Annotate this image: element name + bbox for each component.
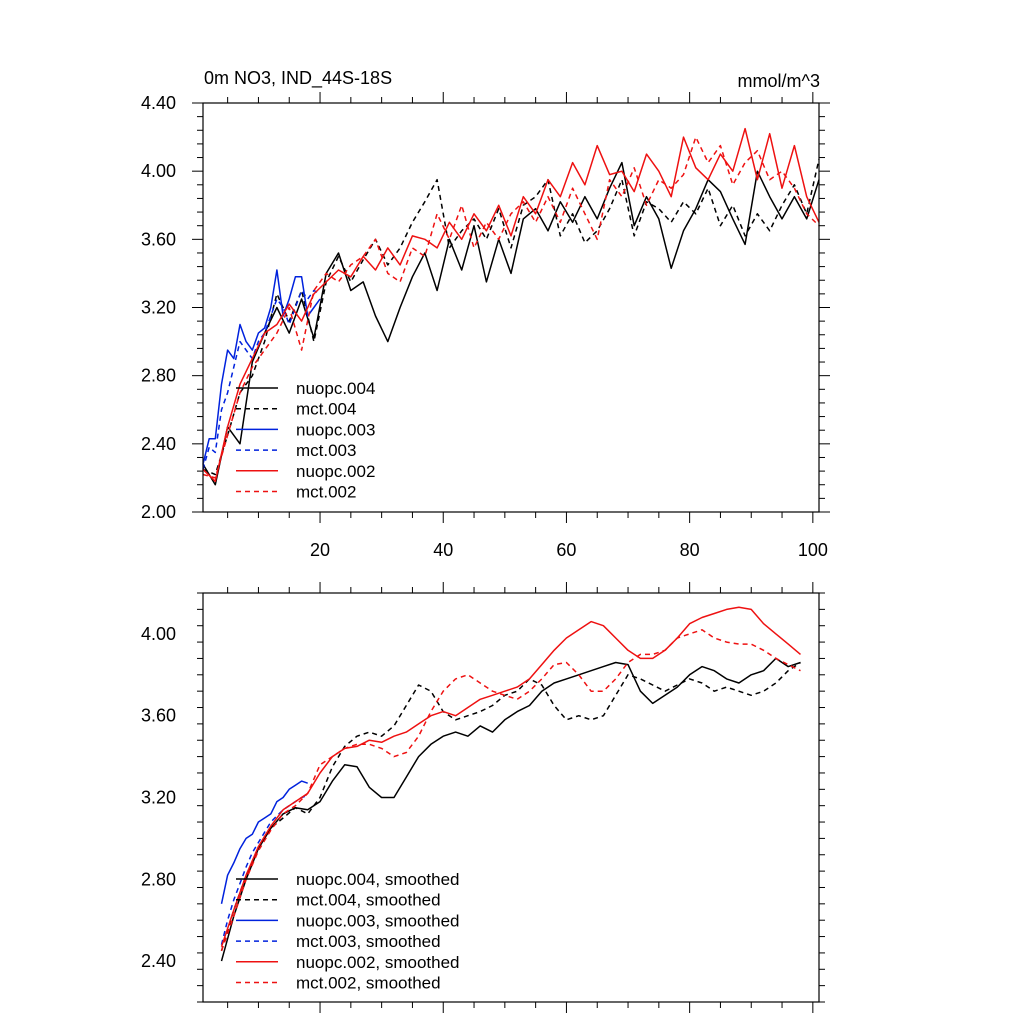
x-tick-label: 60	[556, 540, 576, 560]
series-line-mct-002-smoothed	[220, 629, 801, 952]
y-tick-label: 2.80	[141, 366, 176, 386]
top-panel: 0m NO3, IND_44S-18S mmol/m^3 2.00 2.40 2.8…	[141, 68, 830, 560]
legend-label: mct.002, smoothed	[296, 974, 441, 993]
series-line-mct-002	[202, 136, 820, 479]
top-plot-frame	[202, 102, 820, 513]
legend-label: nuopc.002, smoothed	[296, 953, 460, 972]
y-tick-label: 2.40	[141, 434, 176, 454]
units-label: mmol/m^3	[738, 71, 820, 91]
legend-label: mct.004	[296, 400, 356, 419]
legend-label: mct.002	[296, 483, 356, 502]
panel-title: 0m NO3, IND_44S-18S	[204, 68, 392, 89]
y-tick-label: 2.40	[141, 951, 176, 971]
y-tick-label: 2.80	[141, 869, 176, 889]
series-line-nuopc-003	[202, 269, 321, 465]
top-x-tick-labels: 20 40 60 80 100	[310, 540, 828, 560]
y-tick-label: 3.20	[141, 298, 176, 318]
series-line-nuopc-002-smoothed	[220, 606, 801, 948]
series-line-mct-003	[202, 289, 321, 470]
bottom-plot-frame	[202, 592, 820, 1003]
series-line-nuopc-002	[202, 127, 820, 483]
x-tick-label: 100	[798, 540, 828, 560]
series-line-nuopc-004-smoothed	[220, 657, 801, 962]
bottom-plot-lines	[220, 606, 801, 962]
y-tick-label: 4.40	[141, 93, 176, 113]
top-y-tick-labels: 2.00 2.40 2.80 3.20 3.60 4.00 4.40	[141, 93, 176, 522]
legend-label: nuopc.003	[296, 420, 375, 439]
legend-label: nuopc.003, smoothed	[296, 911, 460, 930]
legend-label: mct.004, smoothed	[296, 891, 441, 910]
y-tick-label: 3.60	[141, 706, 176, 726]
bottom-panel: 2.40 2.80 3.20 3.60 4.00 nuopc.004, smoothed…	[141, 582, 825, 1013]
y-tick-label: 3.60	[141, 229, 176, 249]
y-tick-label: 3.20	[141, 788, 176, 808]
x-tick-label: 80	[680, 540, 700, 560]
bottom-axis-ticks	[197, 582, 825, 1013]
legend-label: nuopc.004	[296, 379, 375, 398]
series-line-mct-004	[202, 159, 820, 476]
x-tick-label: 40	[433, 540, 453, 560]
legend-label: nuopc.004, smoothed	[296, 870, 460, 889]
y-tick-label: 4.00	[141, 161, 176, 181]
top-axis-ticks	[192, 92, 830, 523]
series-line-nuopc-003-smoothed	[220, 780, 308, 904]
y-tick-label: 2.00	[141, 502, 176, 522]
top-plot-lines	[202, 127, 820, 486]
legend-label: mct.003	[296, 441, 356, 460]
y-tick-label: 4.00	[141, 624, 176, 644]
legend-label: mct.003, smoothed	[296, 932, 441, 951]
legend-label: nuopc.002	[296, 462, 375, 481]
bottom-y-tick-labels: 2.40 2.80 3.20 3.60 4.00	[141, 624, 176, 971]
x-tick-label: 20	[310, 540, 330, 560]
